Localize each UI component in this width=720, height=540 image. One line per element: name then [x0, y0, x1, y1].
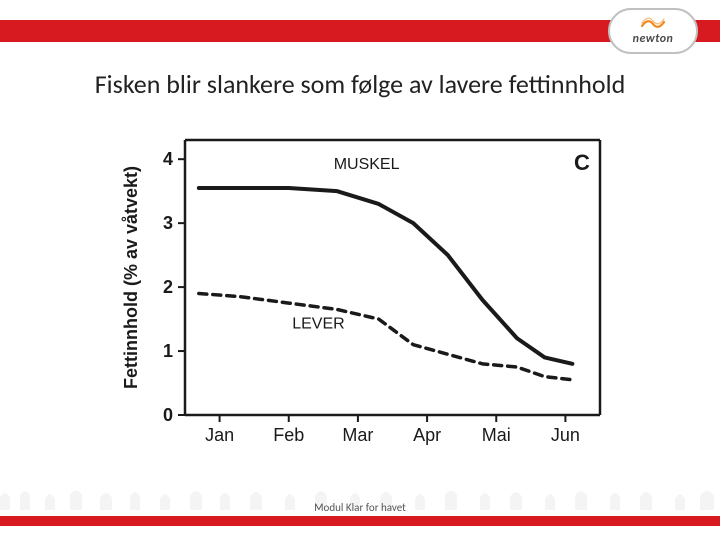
svg-text:Fettinnhold (% av våtvekt): Fettinnhold (% av våtvekt)	[121, 166, 141, 389]
svg-text:MUSKEL: MUSKEL	[334, 156, 400, 173]
slide: newton Fisken blir slankere som følge av…	[0, 0, 720, 540]
logo-text: newton	[633, 32, 674, 46]
svg-text:3: 3	[163, 213, 173, 233]
chart: 0 1 2 3 4 Jan Feb Mar Apr Mai Jun Fettinnhold (% av…	[115, 130, 620, 460]
svg-text:Feb: Feb	[273, 425, 304, 445]
svg-text:LEVER: LEVER	[292, 316, 344, 333]
svg-text:Jun: Jun	[551, 425, 580, 445]
svg-text:4: 4	[163, 149, 173, 169]
svg-text:C: C	[574, 150, 590, 175]
svg-text:1: 1	[163, 341, 173, 361]
svg-text:Mar: Mar	[342, 425, 373, 445]
svg-text:Mai: Mai	[482, 425, 511, 445]
svg-text:Jan: Jan	[205, 425, 234, 445]
bottom-red-bar	[0, 516, 720, 526]
svg-text:Apr: Apr	[413, 425, 441, 445]
page-title: Fisken blir slankere som følge av lavere…	[0, 68, 720, 100]
svg-text:2: 2	[163, 277, 173, 297]
logo-badge: newton	[608, 8, 698, 54]
footer-text: Modul Klar for havet	[0, 501, 720, 514]
logo-swirl-icon	[640, 17, 666, 31]
svg-text:0: 0	[163, 405, 173, 425]
